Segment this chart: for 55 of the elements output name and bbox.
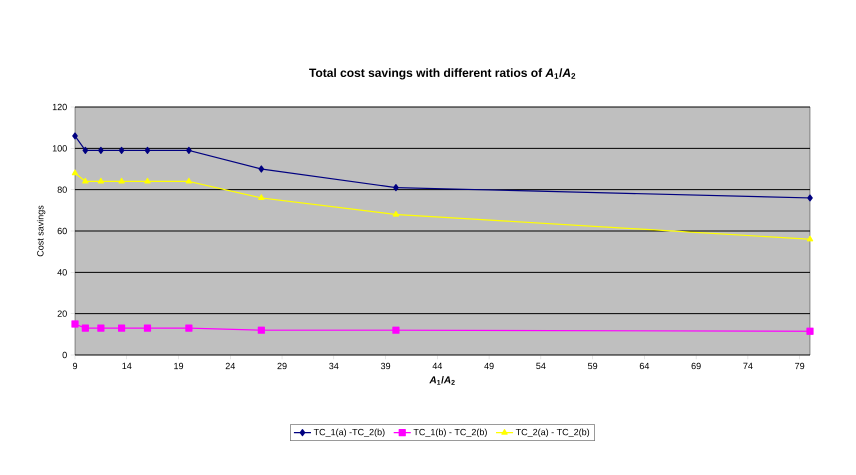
point: [82, 324, 89, 332]
point: [393, 184, 399, 192]
point: [82, 146, 88, 154]
y-tick-label: 100: [52, 145, 67, 152]
point: [118, 146, 124, 154]
y-tick-label: 60: [58, 228, 67, 234]
y-tick-label: 80: [58, 186, 67, 193]
point: [144, 178, 151, 184]
point: [258, 165, 264, 173]
y-tick-label: 20: [58, 310, 67, 317]
y-tick-label: 40: [57, 269, 67, 276]
y-tick-label: 0: [62, 352, 67, 358]
point: [98, 178, 104, 184]
x-tick-label: 69: [692, 362, 701, 370]
point: [118, 324, 126, 332]
x-tick-label: 9: [72, 362, 78, 370]
y-tick-label: 120: [52, 104, 67, 110]
point: [185, 324, 192, 332]
point: [186, 178, 192, 184]
point: [144, 324, 152, 332]
x-tick-label: 14: [122, 362, 132, 369]
point: [392, 326, 400, 334]
point: [144, 146, 150, 154]
x-tick-label: 64: [640, 362, 650, 370]
point: [807, 194, 813, 202]
x-tick-label: 49: [484, 362, 494, 370]
point: [118, 178, 125, 184]
point: [258, 326, 265, 334]
x-axis-title: A$_{1}$/A$_{2}$: [429, 376, 455, 385]
point: [98, 146, 104, 154]
point: [72, 170, 78, 176]
legend-label: TC_1(a) -TC_2(b): [314, 428, 385, 438]
point: [97, 324, 104, 332]
chart-title: Total cost savings with different ratios of A$_{1}$/A$_{2}$: [309, 68, 576, 80]
point: [392, 210, 400, 217]
point: [71, 320, 79, 328]
point: [72, 132, 78, 140]
x-tick-label: 34: [329, 362, 339, 370]
x-tick-label: 39: [380, 362, 390, 370]
x-tick-label: 79: [795, 362, 804, 370]
point: [186, 146, 192, 154]
x-tick-label: 24: [226, 362, 236, 370]
x-tick-label: 59: [588, 362, 598, 370]
legend-label: TC_1(b) - TC_2(b): [414, 428, 487, 438]
x-tick-label: 44: [432, 362, 442, 369]
x-tick-label: 19: [174, 362, 184, 370]
y-axis-title: Cost savings: [36, 206, 46, 256]
point: [806, 236, 814, 242]
point: [258, 194, 265, 200]
legend-label: TC_2(a) - TC_2(b): [516, 428, 590, 438]
x-tick-label: 54: [536, 362, 546, 370]
point: [806, 328, 814, 335]
x-tick-label: 29: [277, 362, 287, 370]
x-tick-label: 74: [743, 362, 753, 369]
point: [82, 178, 89, 184]
